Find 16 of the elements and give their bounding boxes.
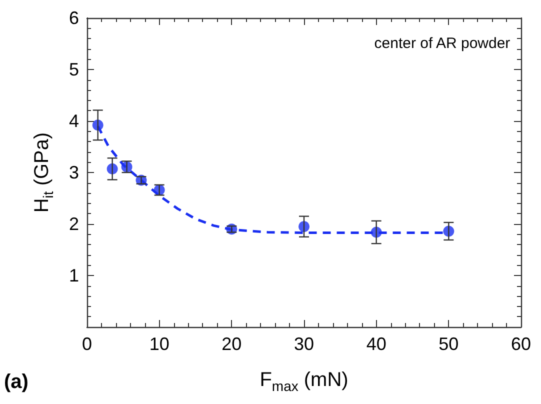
x-tick-label: 40 (366, 334, 386, 354)
x-tick-label: 30 (294, 334, 314, 354)
x-tick-label: 20 (222, 334, 242, 354)
x-tick-label: 50 (438, 334, 459, 354)
y-tick-label: 2 (68, 214, 79, 234)
y-tick-label: 3 (68, 162, 79, 182)
y-tick-label: 1 (68, 266, 79, 286)
y-tick-label: 5 (68, 60, 79, 80)
y-tick-label: 6 (68, 8, 79, 28)
annotation: center of AR powder (374, 35, 510, 52)
y-tick-label: 4 (68, 111, 79, 131)
y-axis-title: Hit (GPa) (31, 132, 56, 213)
x-tick-label: 60 (510, 334, 532, 354)
text: (a) (4, 371, 28, 393)
x-tick-label: 10 (149, 334, 170, 354)
x-tick-label: 0 (82, 334, 92, 354)
